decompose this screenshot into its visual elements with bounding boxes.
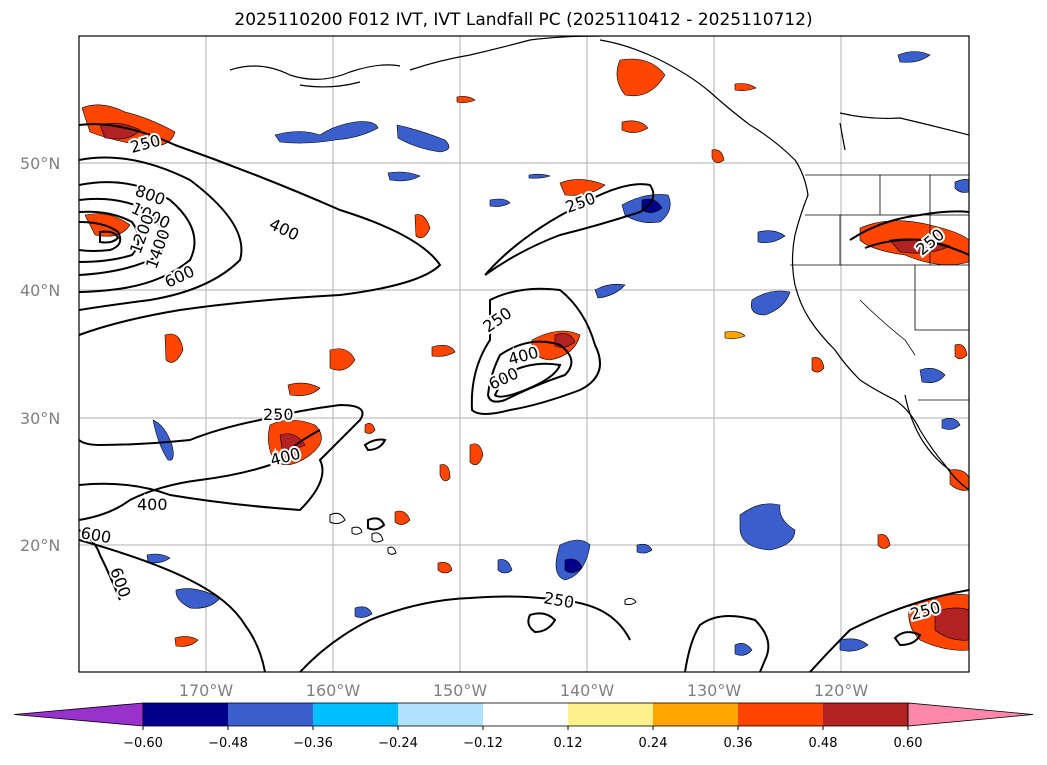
colorbar-swatches	[13, 702, 1034, 727]
lat-label: 50°N	[20, 154, 60, 173]
colorbar-tick-label: 0.36	[724, 736, 753, 751]
ivt-map: 250 400 600 800 1000 1200 1400 250 400 6…	[20, 35, 970, 700]
colorbar-tick-label: −0.36	[293, 736, 333, 751]
negative-pc-regions	[146, 51, 969, 656]
colorbar-swatch	[483, 703, 568, 726]
colorbar-swatch	[568, 703, 653, 726]
colorbar-tick-label: 0.48	[809, 736, 838, 751]
lon-label: 120°W	[814, 681, 869, 700]
colorbar-tick-label: −0.48	[208, 736, 248, 751]
colorbar-swatch	[653, 703, 738, 726]
map-title: 2025110200 F012 IVT, IVT Landfall PC (20…	[234, 10, 813, 30]
colorbar-tick-label: −0.12	[463, 736, 503, 751]
colorbar-extend-left	[13, 702, 144, 727]
contour-label: 400	[137, 495, 168, 514]
colorbar-ticks: −0.60 −0.48 −0.36 −0.24 −0.12 0.12 0.24 0.36 0.4…	[123, 726, 922, 751]
colorbar-tick-label: 0.60	[894, 736, 923, 751]
lon-label: 150°W	[433, 681, 488, 700]
map-background	[79, 36, 969, 672]
colorbar-tick-label: −0.60	[123, 736, 163, 751]
colorbar-swatch	[398, 703, 483, 726]
colorbar-tick-label: 0.24	[639, 736, 668, 751]
colorbar-swatch	[738, 703, 823, 726]
coastlines	[229, 36, 969, 491]
colorbar-swatch	[823, 703, 908, 726]
map-frame	[78, 35, 970, 673]
lon-label: 140°W	[560, 681, 615, 700]
lat-label: 40°N	[20, 281, 60, 300]
lon-label: 160°W	[306, 681, 361, 700]
contour-label: 250	[263, 405, 294, 424]
islands	[329, 512, 637, 606]
lat-label: 30°N	[20, 409, 60, 428]
colorbar-tick-label: −0.24	[378, 736, 418, 751]
lat-label: 20°N	[20, 536, 60, 555]
ivt-contours	[79, 123, 969, 672]
lon-label: 130°W	[687, 681, 742, 700]
state-borders	[790, 174, 969, 401]
colorbar-swatch	[143, 703, 228, 726]
positive-pc-regions	[81, 58, 969, 651]
colorbar-tick-label: 0.12	[554, 736, 583, 751]
lon-label: 170°W	[179, 681, 234, 700]
colorbar-extend-right	[907, 702, 1034, 727]
colorbar-swatch	[228, 703, 313, 726]
colorbar-swatch	[313, 703, 398, 726]
